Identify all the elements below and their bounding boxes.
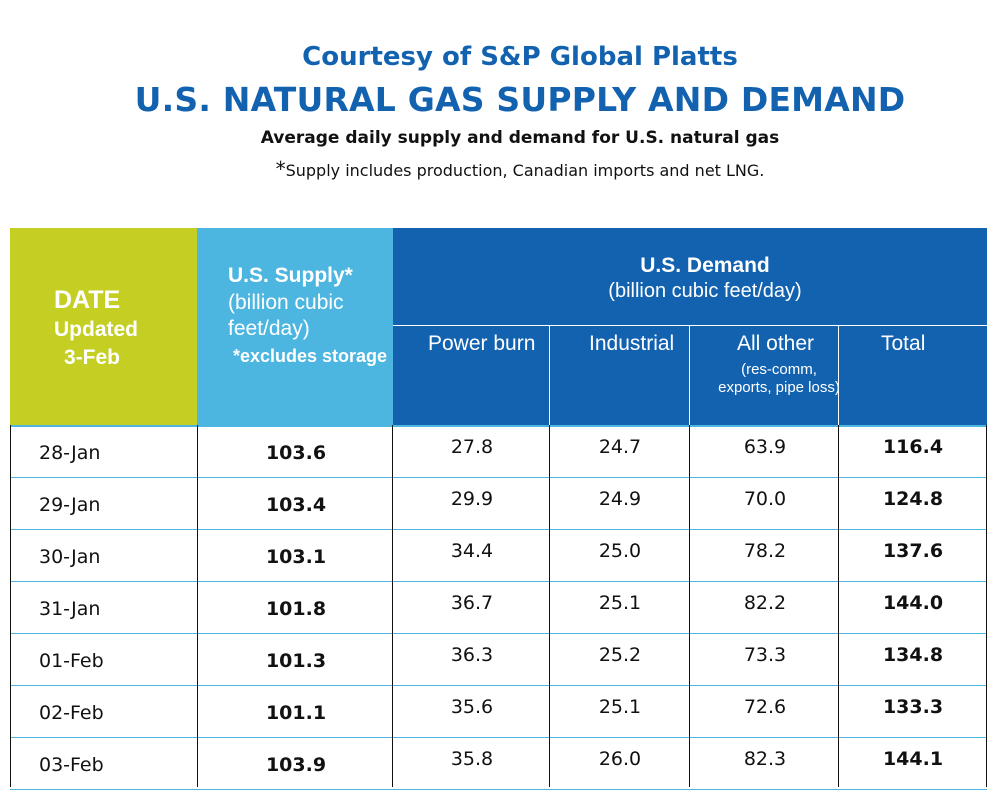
table-top-border xyxy=(10,425,987,427)
column-divider xyxy=(197,425,198,787)
table-row: 30-Jan 103.1 34.4 25.0 78.2 137.6 xyxy=(10,530,987,582)
supply-header-label: U.S. Supply* xyxy=(228,264,353,287)
total-cell: 133.3 xyxy=(882,696,944,718)
power-burn-cell: 36.7 xyxy=(450,592,494,614)
supply-cell: 101.1 xyxy=(265,702,327,724)
industrial-cell: 24.9 xyxy=(598,488,642,510)
industrial-cell: 26.0 xyxy=(598,748,642,770)
subtitle: Average daily supply and demand for U.S.… xyxy=(260,128,780,148)
column-divider xyxy=(838,425,839,787)
date-cell: 28-Jan xyxy=(39,442,101,464)
table-border-right xyxy=(986,425,987,787)
supply-header-unit: (billion cubic feet/day) xyxy=(228,291,344,340)
all-other-cell: 72.6 xyxy=(743,696,787,718)
demand-header-label: U.S. Demand xyxy=(640,254,770,277)
date-cell: 01-Feb xyxy=(39,650,104,672)
power-burn-header: Power burn xyxy=(428,332,536,355)
supply-footnote: *Supply includes production, Canadian im… xyxy=(0,157,993,181)
date-cell: 31-Jan xyxy=(39,598,101,620)
all-other-cell: 63.9 xyxy=(743,436,787,458)
column-divider xyxy=(549,425,550,787)
industrial-cell: 24.7 xyxy=(598,436,642,458)
subheader-separator xyxy=(838,326,839,425)
table-border-left xyxy=(10,425,11,787)
footnote-star: * xyxy=(275,157,286,181)
all-other-cell: 82.2 xyxy=(743,592,787,614)
power-burn-cell: 36.3 xyxy=(450,644,494,666)
supply-cell: 103.9 xyxy=(265,754,327,776)
date-header-label: DATE xyxy=(54,286,121,314)
total-cell: 124.8 xyxy=(882,488,944,510)
table-row: 03-Feb 103.9 35.8 26.0 82.3 144.1 xyxy=(10,738,987,790)
industrial-cell: 25.2 xyxy=(598,644,642,666)
supply-header: U.S. Supply* (billion cubic feet/day) *e… xyxy=(197,228,393,425)
table-row: 02-Feb 101.1 35.6 25.1 72.6 133.3 xyxy=(10,686,987,738)
power-burn-cell: 27.8 xyxy=(450,436,494,458)
industrial-cell: 25.1 xyxy=(598,696,642,718)
total-cell: 144.0 xyxy=(882,592,944,614)
date-cell: 02-Feb xyxy=(39,702,104,724)
credit-line: Courtesy of S&P Global Platts xyxy=(302,42,738,72)
all-other-header: All other xyxy=(737,332,815,355)
industrial-header: Industrial xyxy=(589,332,675,355)
supply-cell: 103.4 xyxy=(265,494,327,516)
total-cell: 116.4 xyxy=(882,436,944,458)
supply-cell: 101.3 xyxy=(265,650,327,672)
supply-cell: 101.8 xyxy=(265,598,327,620)
all-other-cell: 78.2 xyxy=(743,540,787,562)
total-cell: 134.8 xyxy=(882,644,944,666)
demand-header-unit: (billion cubic feet/day) xyxy=(608,280,802,302)
column-divider xyxy=(392,425,393,787)
footnote-text: Supply includes production, Canadian imp… xyxy=(285,161,765,180)
table-row: 28-Jan 103.6 27.8 24.7 63.9 116.4 xyxy=(10,426,987,478)
table-row: 01-Feb 101.3 36.3 25.2 73.3 134.8 xyxy=(10,634,987,686)
power-burn-cell: 35.8 xyxy=(450,748,494,770)
all-other-cell: 70.0 xyxy=(743,488,787,510)
demand-header-divider xyxy=(393,325,987,326)
date-cell: 30-Jan xyxy=(39,546,101,568)
supply-header-note: *excludes storage xyxy=(232,346,388,366)
power-burn-cell: 34.4 xyxy=(450,540,494,562)
table-row: 31-Jan 101.8 36.7 25.1 82.2 144.0 xyxy=(10,582,987,634)
date-header-updated: Updated xyxy=(54,318,138,341)
date-header-day: 3-Feb xyxy=(64,346,121,369)
total-cell: 137.6 xyxy=(882,540,944,562)
industrial-cell: 25.1 xyxy=(598,592,642,614)
subheader-separator xyxy=(689,326,690,425)
all-other-note: (res-comm, exports, pipe loss) xyxy=(718,361,840,396)
power-burn-cell: 29.9 xyxy=(450,488,494,510)
page-title: U.S. NATURAL GAS SUPPLY AND DEMAND xyxy=(134,80,906,119)
total-cell: 144.1 xyxy=(882,748,944,770)
all-other-cell: 73.3 xyxy=(743,644,787,666)
date-cell: 03-Feb xyxy=(39,754,104,776)
power-burn-cell: 35.6 xyxy=(450,696,494,718)
column-divider xyxy=(689,425,690,787)
table-row: 29-Jan 103.4 29.9 24.9 70.0 124.8 xyxy=(10,478,987,530)
supply-cell: 103.1 xyxy=(265,546,327,568)
all-other-cell: 82.3 xyxy=(743,748,787,770)
total-header: Total xyxy=(881,332,926,355)
date-header: DATE Updated 3-Feb xyxy=(10,228,197,425)
supply-cell: 103.6 xyxy=(265,442,327,464)
subheader-separator xyxy=(549,326,550,425)
industrial-cell: 25.0 xyxy=(598,540,642,562)
date-cell: 29-Jan xyxy=(39,494,101,516)
demand-header: U.S. Demand (billion cubic feet/day) Pow… xyxy=(393,228,987,425)
